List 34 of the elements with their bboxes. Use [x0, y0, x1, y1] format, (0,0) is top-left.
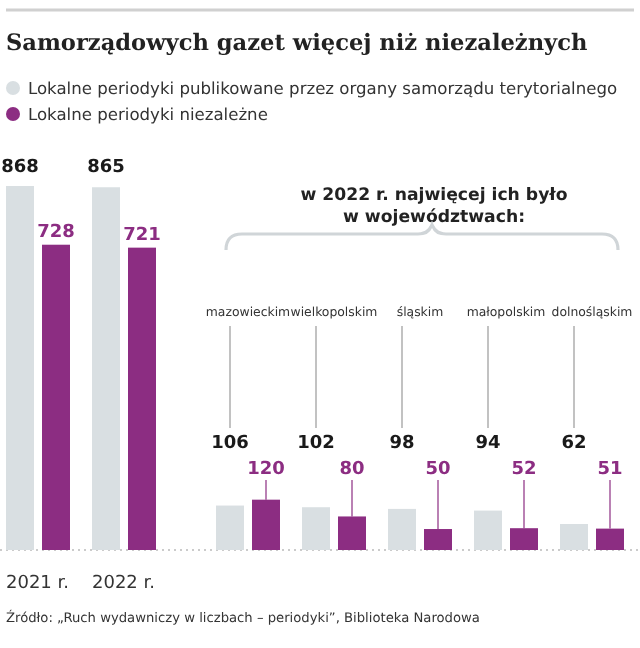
- bar: [596, 528, 624, 550]
- data-label: 94: [475, 434, 501, 454]
- data-label: 62: [561, 434, 587, 454]
- chart-title: w 2022 r. najwięcej ich było w województwach:: [300, 186, 568, 228]
- data-label: 102: [297, 434, 335, 454]
- data-label: 98: [389, 434, 415, 454]
- data-label: 52: [511, 460, 537, 480]
- bar: [424, 529, 452, 550]
- bar: [302, 507, 330, 550]
- legend-label: Lokalne periodyki publikowane przez organy samorządu terytorialnego: [28, 78, 618, 98]
- data-label: 868: [1, 158, 39, 178]
- bar: [388, 508, 416, 550]
- legend-label: Lokalne periodyki niezależne: [28, 104, 268, 124]
- data-label: 865: [87, 158, 125, 178]
- data-label: 51: [597, 460, 623, 480]
- data-label: 80: [339, 460, 365, 480]
- bar: [6, 186, 34, 550]
- bar: [128, 247, 156, 550]
- bar: [216, 505, 244, 550]
- data-label: 106: [211, 434, 249, 454]
- bar: [338, 516, 366, 550]
- data-label: 721: [123, 225, 161, 246]
- bar: [252, 499, 280, 550]
- data-label: 728: [37, 222, 75, 243]
- data-label: 120: [247, 460, 285, 480]
- data-label: 50: [425, 460, 451, 480]
- bar: [510, 528, 538, 550]
- text: Samorządowych gazet więcej niż niezależnych: [6, 28, 588, 56]
- bar: [92, 187, 120, 550]
- x-tick-label: 2021 r.: [6, 574, 69, 594]
- x-tick-label: 2022 r.: [92, 574, 155, 594]
- bar: [560, 524, 588, 550]
- bar: [474, 510, 502, 550]
- bar: [42, 244, 70, 550]
